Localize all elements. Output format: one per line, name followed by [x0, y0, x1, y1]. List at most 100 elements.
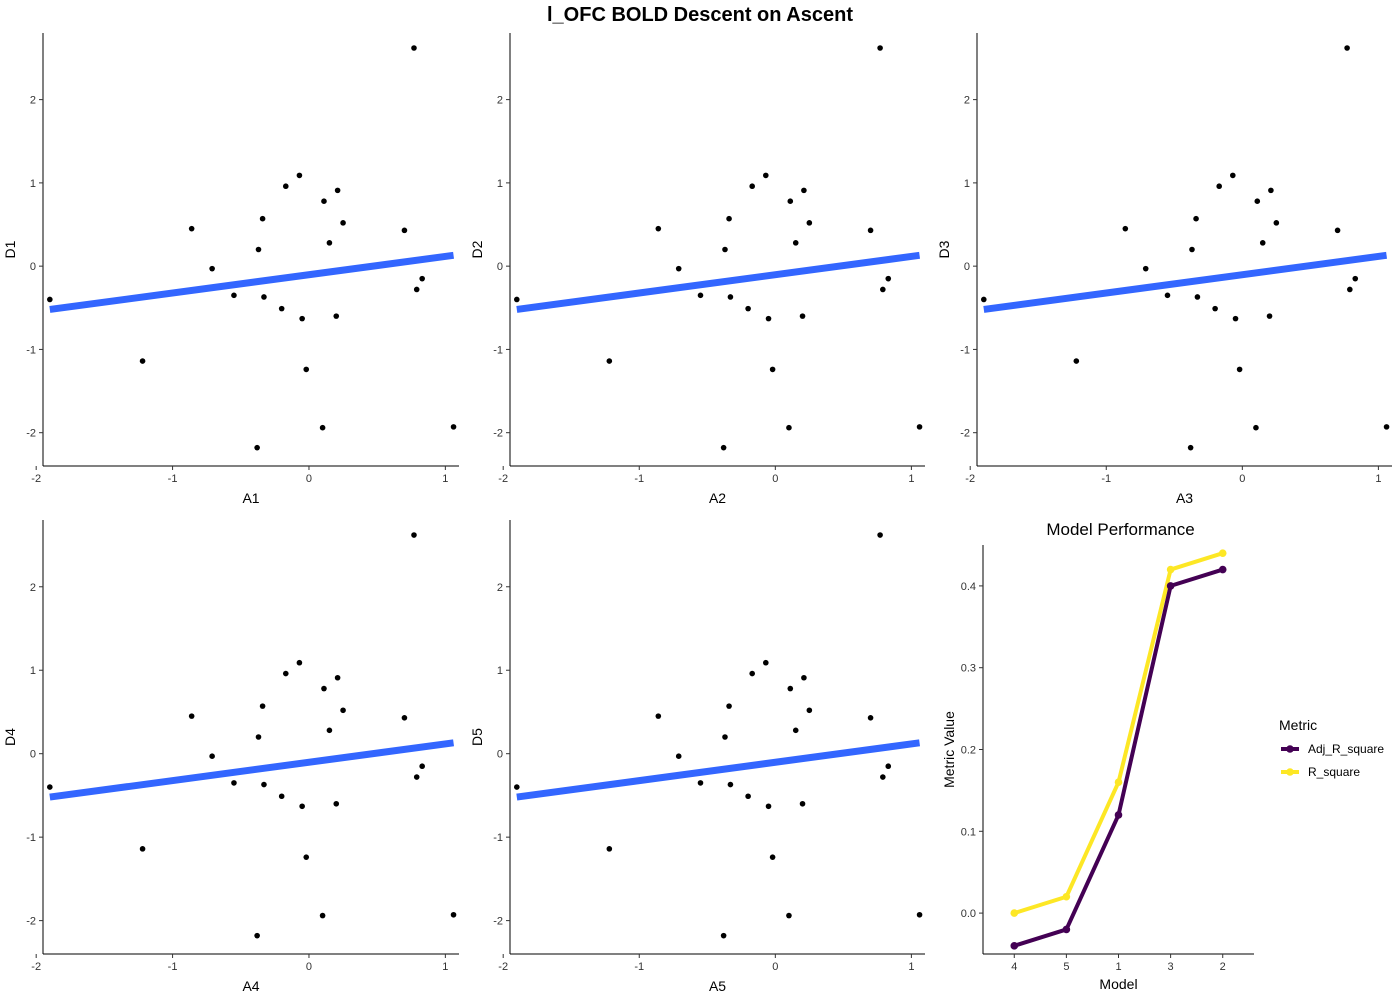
data-point	[1193, 215, 1199, 222]
data-point	[1189, 246, 1195, 253]
data-point	[726, 215, 732, 222]
data-point	[514, 784, 520, 790]
data-point	[877, 532, 883, 538]
series-point	[1166, 565, 1175, 574]
data-point	[745, 793, 751, 800]
data-point	[675, 265, 682, 272]
y-tick-label: 0	[30, 749, 36, 761]
data-point	[1253, 424, 1259, 431]
data-point	[655, 713, 662, 719]
y-tick-label: 0.2	[961, 745, 976, 757]
data-point	[1216, 183, 1222, 190]
data-point	[801, 674, 807, 681]
data-point	[333, 800, 340, 807]
data-point	[722, 246, 728, 253]
x-tick-label: 1	[1115, 961, 1121, 973]
x-tick-label: -1	[168, 961, 178, 973]
y-axis-label: Metric Value	[941, 711, 957, 788]
data-point	[1259, 240, 1266, 246]
y-tick-label: 1	[497, 178, 503, 190]
data-point	[786, 424, 792, 431]
data-point	[722, 734, 728, 740]
legend-title: Metric	[1279, 717, 1317, 733]
series-line-r-square	[1013, 551, 1224, 916]
panel-5: -2 -1 0 1 -2 -1 0 1 2 A5 D5	[469, 520, 925, 994]
panel-2: -2 -1 0 1 -2 -1 0 1 2 A2 D2	[469, 33, 925, 506]
y-tick-label: -2	[26, 916, 36, 928]
legend-key-point	[1286, 745, 1294, 753]
x-axis-label: A2	[709, 490, 726, 506]
data-point	[867, 227, 874, 234]
data-point	[1273, 220, 1280, 226]
series-point	[1114, 811, 1123, 819]
data-point	[981, 296, 987, 303]
data-point	[1142, 265, 1149, 272]
y-axis-label: D3	[936, 240, 952, 258]
data-point	[806, 220, 813, 226]
regression-line	[983, 251, 1388, 313]
y-tick-label: -2	[493, 916, 503, 928]
x-tick-label: 0	[772, 473, 778, 485]
data-point	[255, 734, 262, 740]
data-point	[255, 246, 262, 253]
data-point	[726, 703, 732, 709]
series-point	[1114, 778, 1123, 787]
y-tick-label: 1	[964, 178, 970, 190]
data-point	[411, 45, 417, 51]
x-tick-label: 1	[908, 961, 914, 973]
data-point	[450, 911, 457, 918]
x-tick-label: 0	[1239, 473, 1245, 485]
data-point	[765, 803, 772, 810]
data-point	[606, 358, 613, 364]
data-point	[1187, 444, 1194, 451]
data-point	[1268, 187, 1274, 194]
data-point	[259, 215, 266, 222]
data-point	[769, 854, 776, 860]
legend: Metric Adj_R_square R_square	[1279, 717, 1384, 779]
x-tick-label: -1	[634, 961, 644, 973]
data-point	[296, 659, 303, 666]
data-point	[877, 45, 883, 51]
data-point	[801, 187, 807, 194]
figure-title: l_OFC BOLD Descent on Ascent	[547, 4, 853, 26]
y-tick-label: 0	[497, 749, 503, 761]
series-point	[1062, 925, 1071, 934]
data-point	[720, 932, 727, 939]
data-point	[763, 172, 769, 179]
data-point	[606, 846, 613, 852]
data-point	[278, 305, 285, 312]
data-point	[1194, 294, 1201, 300]
data-point	[299, 803, 305, 810]
series-point	[1218, 565, 1227, 574]
data-point	[282, 670, 289, 677]
y-tick-label: 0	[497, 261, 503, 273]
x-tick-label: 1	[442, 961, 448, 973]
data-point	[413, 774, 420, 780]
y-tick-label: -2	[493, 428, 503, 440]
data-point	[749, 183, 755, 190]
data-point	[880, 286, 886, 293]
x-tick-label: 0	[306, 473, 312, 485]
y-tick-label: 0.0	[961, 908, 976, 920]
x-tick-label: 4	[1011, 961, 1017, 973]
x-axis-label: Model	[1099, 976, 1137, 992]
data-point	[188, 713, 195, 719]
x-tick-label: -2	[965, 473, 975, 485]
data-point	[139, 846, 146, 852]
data-point	[401, 715, 408, 721]
data-point	[799, 313, 806, 319]
data-point	[319, 424, 326, 431]
x-tick-label: 1	[442, 473, 448, 485]
data-point	[1164, 292, 1171, 299]
data-point	[209, 265, 215, 272]
x-tick-label: 1	[908, 473, 914, 485]
data-point	[296, 172, 303, 179]
y-tick-label: 1	[30, 178, 36, 190]
data-point	[303, 366, 310, 373]
data-point	[749, 670, 755, 677]
y-axis-label: D2	[469, 240, 485, 258]
data-point	[299, 315, 305, 322]
data-point	[1230, 172, 1236, 179]
series-line-adj-r-square	[1013, 567, 1224, 948]
x-tick-label: -1	[168, 473, 178, 485]
